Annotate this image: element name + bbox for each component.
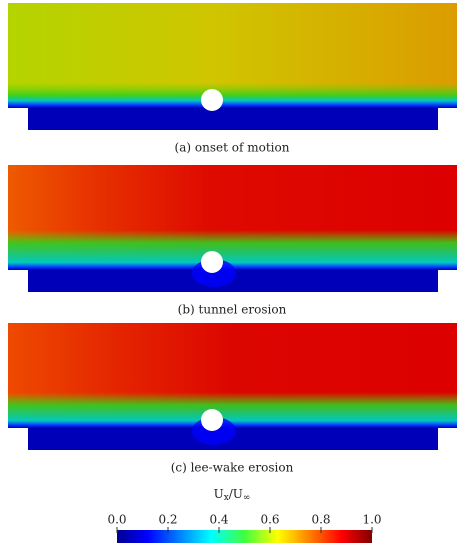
colorbar-tick-label: 0.0: [107, 513, 126, 527]
colorbar-tick-label: 0.4: [209, 513, 228, 527]
colorbar-tick-label: 1.0: [362, 513, 381, 527]
colorbar-tick-label: 0.8: [311, 513, 330, 527]
pipe: [201, 409, 223, 431]
panel-caption: (b) tunnel erosion: [178, 303, 287, 317]
pipe: [201, 251, 223, 273]
flow-panel: [8, 3, 457, 130]
colorbar-tick-label: 0.2: [158, 513, 177, 527]
pipe: [201, 89, 223, 111]
sediment-bed: [28, 270, 438, 292]
boundary-layer: [8, 3, 457, 108]
panel-caption: (a) onset of motion: [175, 141, 290, 155]
boundary-layer: [8, 323, 457, 428]
colorbar: [117, 530, 372, 543]
sediment-bed: [28, 108, 438, 130]
panel-caption: (c) lee-wake erosion: [171, 461, 294, 475]
colorbar-label: Ux/U∞: [214, 487, 251, 503]
sediment-bed: [28, 428, 438, 450]
flow-panel: [8, 165, 457, 292]
colorbar-tick-label: 0.6: [260, 513, 279, 527]
boundary-layer: [8, 165, 457, 270]
flow-panel: [8, 323, 457, 450]
